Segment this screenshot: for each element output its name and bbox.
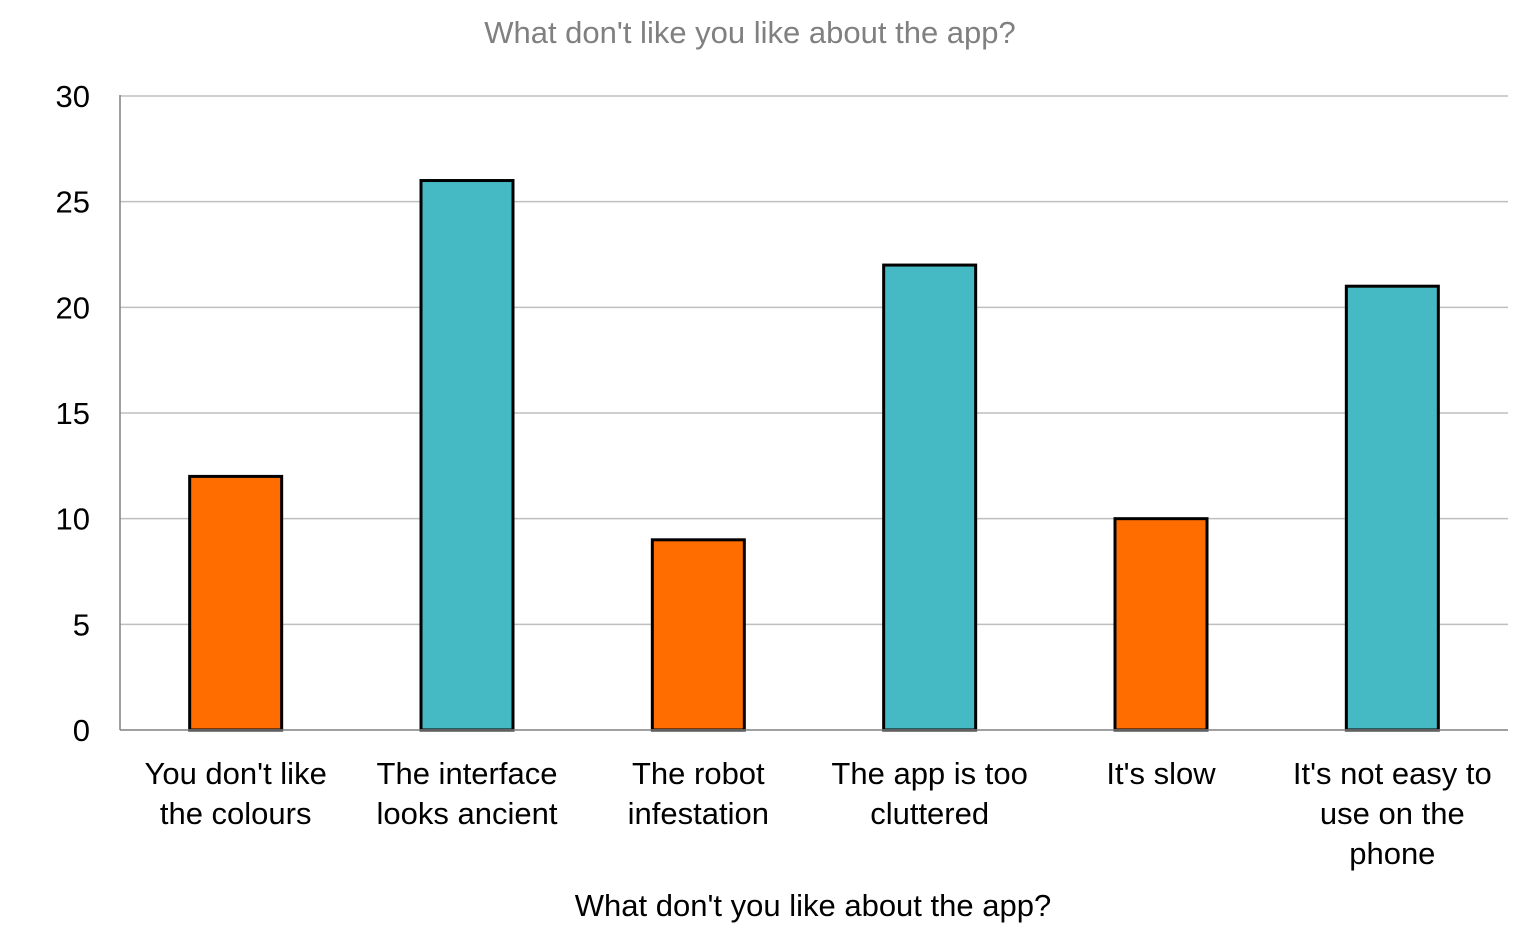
y-tick-label: 5 xyxy=(73,607,90,642)
bar xyxy=(1113,517,1209,732)
x-tick-label: the colours xyxy=(160,796,312,831)
y-tick-label: 20 xyxy=(56,290,90,325)
y-tick-label: 25 xyxy=(56,185,90,220)
bar xyxy=(650,538,746,732)
axes xyxy=(119,95,1508,731)
x-axis-title: What don't you like about the app? xyxy=(575,888,1051,923)
y-tick-label: 15 xyxy=(56,396,90,431)
y-tick-label: 10 xyxy=(56,502,90,537)
x-axis-category-labels: You don't like the colours The interface lo… xyxy=(145,756,1492,871)
bars xyxy=(188,179,1440,732)
bar xyxy=(419,179,515,732)
y-tick-label: 30 xyxy=(56,79,90,114)
y-axis-tick-labels: 0 5 10 15 20 25 30 xyxy=(56,79,90,748)
y-tick-label: 0 xyxy=(73,713,90,748)
x-tick-label: It's slow xyxy=(1106,756,1216,791)
x-tick-label: You don't like xyxy=(145,756,327,791)
bar xyxy=(188,474,284,732)
x-tick-label: It's not easy to xyxy=(1293,756,1492,791)
x-tick-label: phone xyxy=(1349,836,1435,871)
chart-title: What don't like you like about the app? xyxy=(484,15,1016,50)
bar xyxy=(1344,284,1440,732)
bar xyxy=(882,263,978,732)
x-tick-label: The app is too xyxy=(831,756,1027,791)
x-tick-label: use on the xyxy=(1320,796,1465,831)
x-tick-label: The interface xyxy=(377,756,558,791)
x-tick-label: looks ancient xyxy=(377,796,558,831)
x-tick-label: infestation xyxy=(628,796,769,831)
gridlines xyxy=(120,95,1508,626)
x-tick-label: cluttered xyxy=(870,796,989,831)
x-tick-label: The robot xyxy=(632,756,765,791)
